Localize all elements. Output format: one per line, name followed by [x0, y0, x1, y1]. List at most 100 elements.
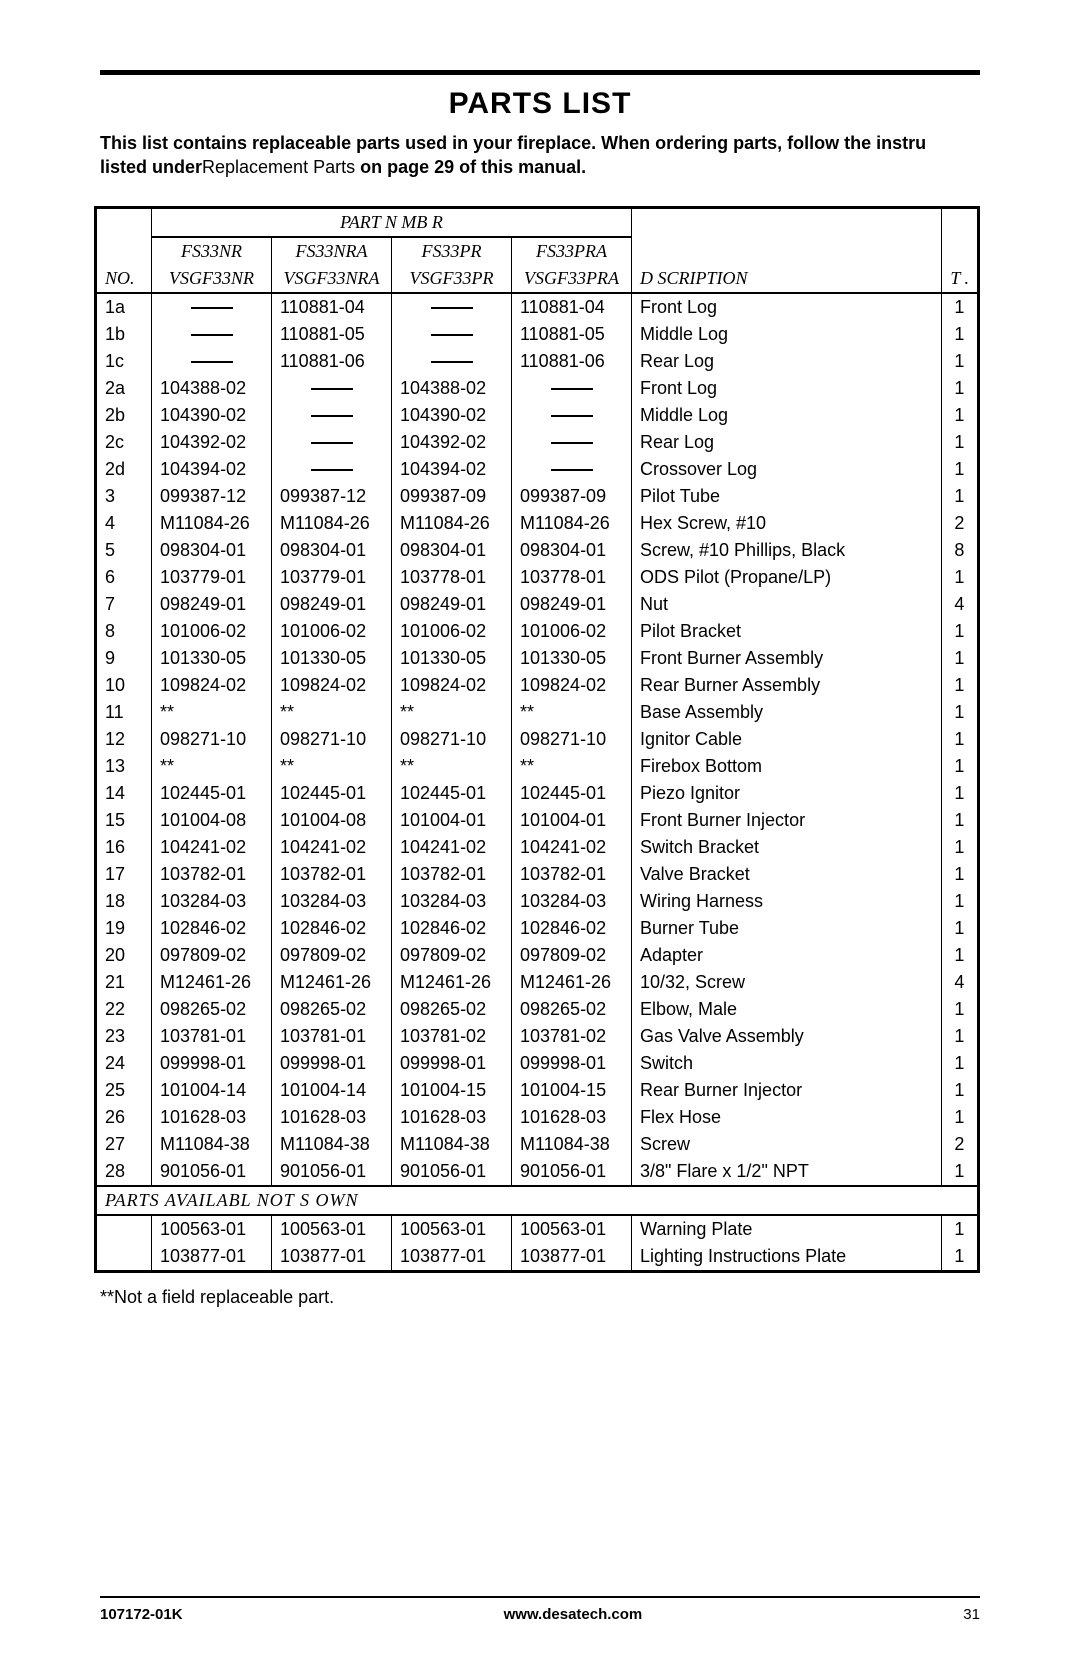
- cell-pn: 103877-01: [152, 1243, 272, 1272]
- cell-desc: Base Assembly: [632, 699, 942, 726]
- hdr2-blank-desc: [632, 237, 942, 265]
- cell-pn-star: **: [392, 753, 512, 780]
- cell-pn: 098304-01: [272, 537, 392, 564]
- cell-desc: Screw: [632, 1131, 942, 1158]
- cell-pn: 098249-01: [152, 591, 272, 618]
- cell-desc: Wiring Harness: [632, 888, 942, 915]
- cell-no: 2c: [96, 429, 152, 456]
- table-row: 5098304-01098304-01098304-01098304-01Scr…: [96, 537, 979, 564]
- cell-qty: 8: [942, 537, 979, 564]
- cell-desc: Crossover Log: [632, 456, 942, 483]
- cell-pn: 103284-03: [512, 888, 632, 915]
- cell-pn: 102445-01: [152, 780, 272, 807]
- cell-pn: 103781-02: [512, 1023, 632, 1050]
- cell-pn-star: **: [152, 699, 272, 726]
- table-row: 20097809-02097809-02097809-02097809-02Ad…: [96, 942, 979, 969]
- cell-no: [96, 1243, 152, 1272]
- hdr-submodel-0: VSGF33NR: [152, 265, 272, 293]
- hdr-model-2: FS33PR: [392, 237, 512, 265]
- footnote: **Not a field replaceable part.: [100, 1287, 980, 1308]
- parts-table-wrap: PART N MB RFS33NRFS33NRAFS33PRFS33PRANO.…: [94, 206, 980, 1273]
- cell-pn: 098265-02: [152, 996, 272, 1023]
- cell-qty: 1: [942, 1050, 979, 1077]
- cell-pn: 100563-01: [272, 1215, 392, 1243]
- cell-pn: 100563-01: [512, 1215, 632, 1243]
- cell-qty: 1: [942, 564, 979, 591]
- hdr-model-1: FS33NRA: [272, 237, 392, 265]
- cell-pn: 097809-02: [392, 942, 512, 969]
- cell-pn: M11084-26: [272, 510, 392, 537]
- cell-pn: M12461-26: [512, 969, 632, 996]
- cell-no: 24: [96, 1050, 152, 1077]
- table-row: 12098271-10098271-10098271-10098271-10Ig…: [96, 726, 979, 753]
- table-row: 19102846-02102846-02102846-02102846-02Bu…: [96, 915, 979, 942]
- cell-qty: 1: [942, 645, 979, 672]
- cell-pn: 101330-05: [272, 645, 392, 672]
- cell-no: 17: [96, 861, 152, 888]
- table-row: 21M12461-26M12461-26M12461-26M12461-2610…: [96, 969, 979, 996]
- cell-pn: 110881-06: [272, 348, 392, 375]
- header-row-1: PART N MB R: [96, 207, 979, 237]
- cell-qty: 1: [942, 780, 979, 807]
- cell-pn: M12461-26: [272, 969, 392, 996]
- cell-pn-dash: [152, 321, 272, 348]
- cell-qty: 1: [942, 483, 979, 510]
- cell-qty: 1: [942, 321, 979, 348]
- cell-desc: Front Log: [632, 375, 942, 402]
- cell-qty: 1: [942, 429, 979, 456]
- hdr-submodel-2: VSGF33PR: [392, 265, 512, 293]
- intro-text: This list contains replaceable parts use…: [100, 131, 980, 180]
- cell-pn: 101004-15: [392, 1077, 512, 1104]
- parts-available-header: PARTS AVAILABL NOT S OWN: [96, 1186, 979, 1215]
- table-row: 2d104394-02104394-02Crossover Log1: [96, 456, 979, 483]
- cell-no: 12: [96, 726, 152, 753]
- cell-pn: 901056-01: [152, 1158, 272, 1186]
- hdr-model-0: FS33NR: [152, 237, 272, 265]
- cell-pn: 101006-02: [512, 618, 632, 645]
- cell-pn: 102445-01: [512, 780, 632, 807]
- table-row: 27M11084-38M11084-38M11084-38M11084-38Sc…: [96, 1131, 979, 1158]
- cell-pn: 102846-02: [152, 915, 272, 942]
- header-row-3: NO.VSGF33NRVSGF33NRAVSGF33PRVSGF33PRAD S…: [96, 265, 979, 293]
- cell-no: 4: [96, 510, 152, 537]
- cell-desc: Screw, #10 Phillips, Black: [632, 537, 942, 564]
- cell-pn: 104394-02: [392, 456, 512, 483]
- cell-pn-dash: [272, 429, 392, 456]
- cell-pn-dash: [392, 321, 512, 348]
- cell-pn: 901056-01: [272, 1158, 392, 1186]
- table-row: 23103781-01103781-01103781-02103781-02Ga…: [96, 1023, 979, 1050]
- cell-pn: 101006-02: [272, 618, 392, 645]
- cell-pn: 098249-01: [392, 591, 512, 618]
- cell-qty: 1: [942, 1243, 979, 1272]
- cell-desc: Rear Log: [632, 429, 942, 456]
- cell-desc: Switch: [632, 1050, 942, 1077]
- cell-no: 10: [96, 672, 152, 699]
- cell-pn: 101628-03: [152, 1104, 272, 1131]
- table-row: 7098249-01098249-01098249-01098249-01Nut…: [96, 591, 979, 618]
- cell-pn: 110881-06: [512, 348, 632, 375]
- cell-qty: 1: [942, 726, 979, 753]
- cell-pn-dash: [152, 293, 272, 321]
- cell-desc: 10/32, Screw: [632, 969, 942, 996]
- cell-qty: 1: [942, 293, 979, 321]
- cell-no: 1b: [96, 321, 152, 348]
- cell-pn: 098249-01: [272, 591, 392, 618]
- intro-a: This list contains replaceable parts use…: [100, 133, 926, 153]
- cell-desc: Elbow, Male: [632, 996, 942, 1023]
- hdr-blank-qty: [942, 207, 979, 237]
- cell-pn-star: **: [392, 699, 512, 726]
- cell-qty: 1: [942, 699, 979, 726]
- cell-pn: 103284-03: [272, 888, 392, 915]
- cell-desc: Adapter: [632, 942, 942, 969]
- header-row-2: FS33NRFS33NRAFS33PRFS33PRA: [96, 237, 979, 265]
- cell-pn: 097809-02: [272, 942, 392, 969]
- cell-desc: Rear Burner Assembly: [632, 672, 942, 699]
- hdr-no: NO.: [96, 265, 152, 293]
- cell-no: 23: [96, 1023, 152, 1050]
- hdr-description: D SCRIPTION: [632, 265, 942, 293]
- cell-no: 2b: [96, 402, 152, 429]
- hdr-submodel-1: VSGF33NRA: [272, 265, 392, 293]
- cell-pn: M11084-26: [152, 510, 272, 537]
- cell-desc: ODS Pilot (Propane/LP): [632, 564, 942, 591]
- cell-pn: 103779-01: [152, 564, 272, 591]
